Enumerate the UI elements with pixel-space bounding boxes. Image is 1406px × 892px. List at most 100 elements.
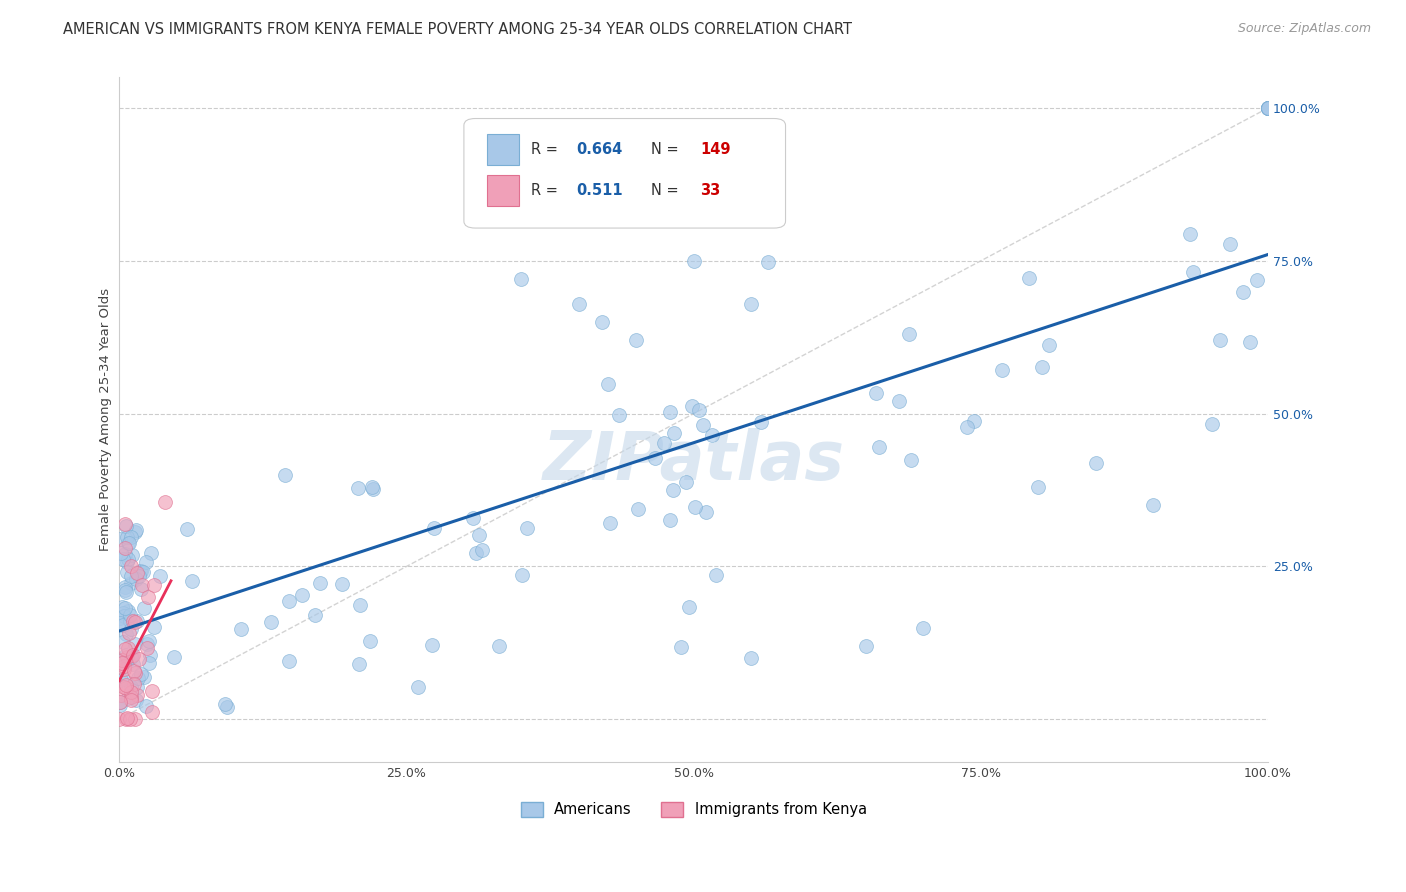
Point — [117, 536, 139, 550]
Point — [149, 569, 172, 583]
Point — [108, 695, 131, 709]
Point — [1232, 285, 1254, 299]
Point — [110, 698, 132, 713]
Point — [1257, 101, 1279, 115]
Point — [114, 541, 136, 556]
Point — [125, 693, 148, 707]
Point — [120, 692, 142, 706]
Point — [1018, 271, 1040, 285]
Point — [229, 622, 252, 636]
Point — [108, 657, 131, 671]
Point — [111, 617, 134, 632]
Point — [122, 648, 145, 662]
Point — [125, 688, 148, 702]
Bar — [486, 175, 519, 206]
Point — [662, 425, 685, 440]
Text: N =: N = — [651, 142, 683, 157]
Point — [117, 690, 139, 705]
Point — [108, 611, 131, 625]
Point — [138, 656, 160, 670]
Point — [900, 453, 922, 467]
Point — [108, 712, 131, 726]
Point — [1257, 101, 1279, 115]
Point — [510, 568, 533, 582]
Point — [1219, 236, 1241, 251]
Point — [1026, 480, 1049, 494]
Point — [108, 615, 131, 630]
Point — [912, 621, 935, 635]
Point — [181, 574, 204, 588]
Point — [110, 546, 132, 560]
Point — [117, 653, 139, 667]
Point — [121, 549, 143, 563]
Point — [1209, 333, 1232, 347]
Point — [114, 547, 136, 561]
Point — [1257, 101, 1279, 115]
Point — [129, 667, 152, 681]
Point — [125, 566, 148, 580]
Point — [278, 654, 301, 668]
Point — [120, 559, 142, 574]
Point — [274, 467, 297, 482]
Point — [114, 516, 136, 531]
Point — [110, 688, 132, 702]
Point — [309, 575, 332, 590]
Point — [121, 649, 143, 664]
Point — [124, 666, 146, 681]
Point — [865, 386, 887, 401]
Point — [423, 521, 446, 535]
Point — [304, 607, 326, 622]
Point — [129, 582, 152, 596]
Point — [127, 680, 149, 694]
Point — [1201, 417, 1223, 431]
Point — [108, 533, 131, 547]
Point — [1084, 456, 1107, 470]
Text: R =: R = — [530, 142, 562, 157]
Point — [114, 600, 136, 615]
Point — [117, 552, 139, 566]
Point — [1246, 273, 1268, 287]
Point — [115, 681, 138, 695]
Point — [135, 637, 157, 651]
Point — [122, 677, 145, 691]
Point — [120, 649, 142, 664]
Point — [132, 601, 155, 615]
Point — [142, 578, 165, 592]
FancyBboxPatch shape — [464, 119, 786, 228]
Point — [1257, 101, 1279, 115]
Point — [1038, 338, 1060, 352]
Point — [464, 546, 486, 560]
Point — [155, 495, 177, 509]
Point — [122, 664, 145, 678]
Point — [568, 296, 591, 310]
Point — [644, 450, 666, 465]
Point — [671, 640, 693, 654]
Point — [114, 583, 136, 598]
Point — [112, 662, 135, 676]
Point — [128, 569, 150, 583]
Point — [675, 475, 697, 490]
Point — [277, 594, 299, 608]
Point — [121, 657, 143, 671]
Text: AMERICAN VS IMMIGRANTS FROM KENYA FEMALE POVERTY AMONG 25-34 YEAR OLDS CORRELATI: AMERICAN VS IMMIGRANTS FROM KENYA FEMALE… — [63, 22, 852, 37]
Point — [120, 690, 142, 704]
Point — [131, 578, 153, 592]
Point — [1257, 101, 1279, 115]
Point — [118, 536, 141, 550]
Point — [662, 483, 685, 498]
Text: 149: 149 — [700, 142, 731, 157]
Point — [678, 600, 700, 615]
Point — [347, 657, 370, 672]
Point — [510, 272, 533, 286]
Point — [360, 480, 382, 494]
Point — [120, 680, 142, 694]
Point — [749, 415, 772, 429]
Point — [112, 658, 135, 673]
Point — [132, 566, 155, 580]
Point — [134, 670, 156, 684]
Point — [260, 615, 283, 629]
Point — [740, 296, 762, 310]
Point — [1031, 359, 1053, 374]
Point — [125, 572, 148, 586]
Point — [695, 504, 717, 518]
